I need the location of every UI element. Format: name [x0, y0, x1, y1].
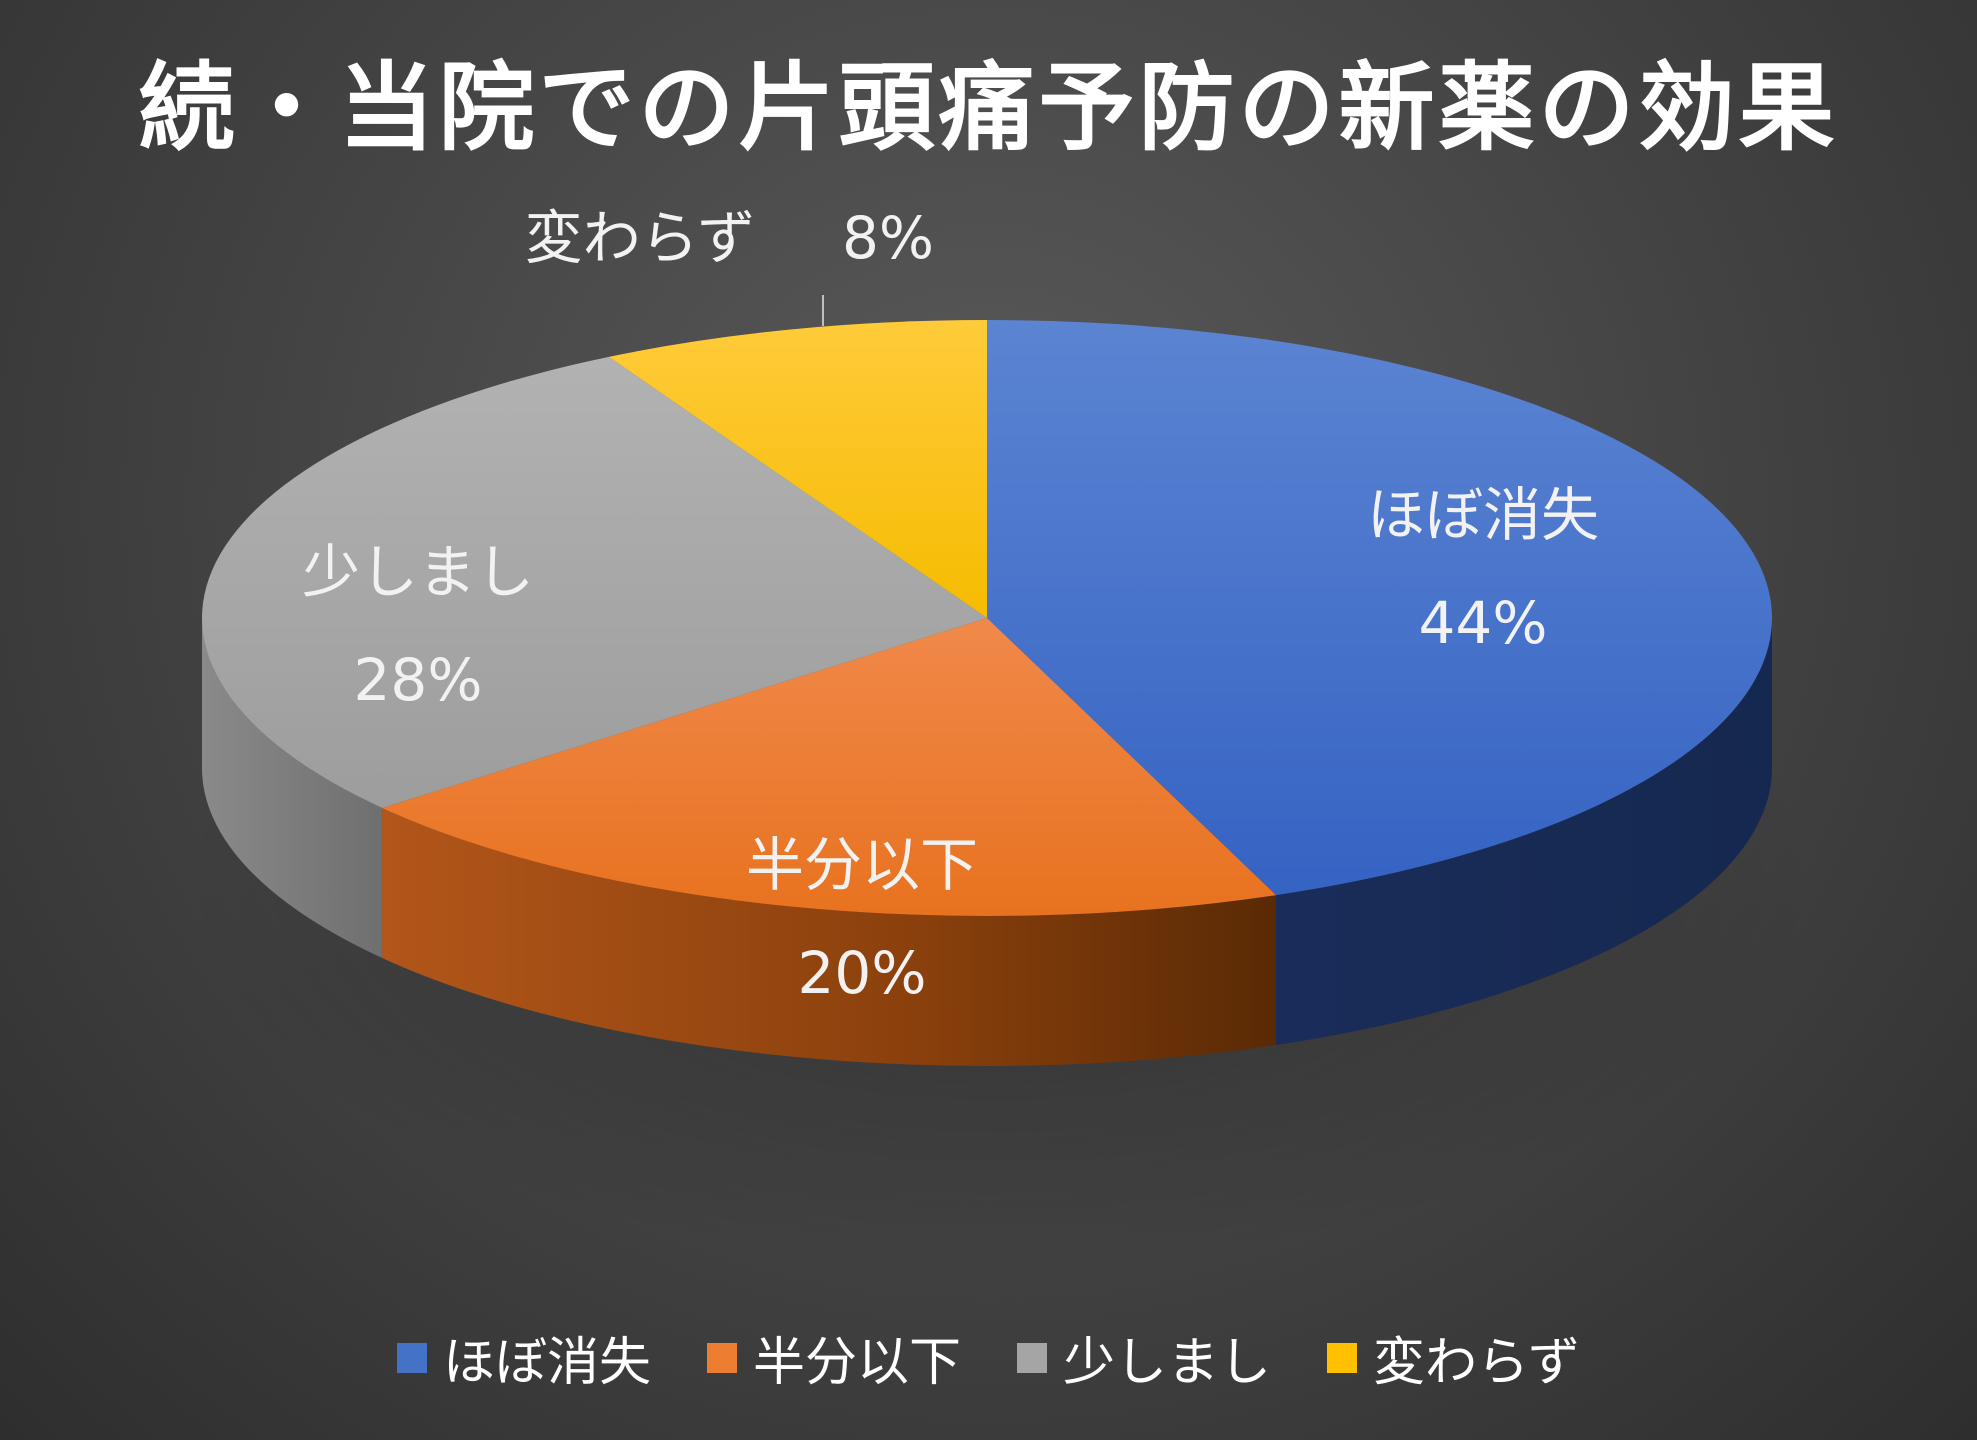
legend-label-sukoshi-mashi: 少しまし — [1063, 1333, 1272, 1393]
legend-swatch-hanbun-ika — [707, 1342, 737, 1373]
pie-side-hobo-shoshitsu — [1275, 618, 1772, 1046]
pie-slice-kawarazu — [608, 320, 987, 618]
data-label-name-hobo-shoshitsu: ほぼ消失 — [1367, 481, 1599, 549]
data-label-pct-sukoshi-mashi: 28% — [354, 646, 483, 714]
legend-item-hobo-shoshitsu: ほぼ消失 — [396, 1320, 651, 1395]
pie-side-layer — [202, 618, 1772, 1066]
pie-label-layer: ほぼ消失 44% 半分以下 20% 少しまし 28% 変わらず 8% — [302, 204, 1599, 1007]
legend-label-kawarazu: 変わらず — [1373, 1333, 1580, 1393]
pie-top-layer — [202, 320, 1772, 916]
data-label-pct-hobo-shoshitsu: 44% — [1419, 589, 1548, 657]
data-label-pct-hanbun-ika: 20% — [798, 939, 927, 1007]
legend-swatch-sukoshi-mashi — [1017, 1342, 1048, 1373]
data-label-name-sukoshi-mashi: 少しまし — [302, 538, 534, 606]
legend-label-hobo-shoshitsu: ほぼ消失 — [442, 1333, 651, 1393]
data-label-pct-kawarazu: 8% — [842, 204, 934, 272]
pie-slice-hanbun-ika — [382, 618, 1276, 916]
pie-side-sukoshi-mashi — [202, 618, 383, 958]
legend-swatch-hobo-shoshitsu — [396, 1342, 427, 1373]
legend-label-hanbun-ika: 半分以下 — [753, 1333, 962, 1393]
chart-legend: ほぼ消失 半分以下 少しまし 変わらず — [0, 1320, 1977, 1395]
data-label-name-hanbun-ika: 半分以下 — [746, 831, 978, 899]
chart-title: 続・当院での片頭痛予防の新薬の効果 — [138, 52, 1839, 164]
legend-item-kawarazu: 変わらず — [1327, 1320, 1580, 1395]
data-label-name-kawarazu: 変わらず — [525, 204, 756, 272]
pie-side-hanbun-ika — [382, 807, 1276, 1066]
legend-swatch-kawarazu — [1327, 1342, 1358, 1373]
pie-slice-hobo-shoshitsu — [987, 320, 1772, 896]
legend-item-hanbun-ika: 半分以下 — [707, 1320, 961, 1395]
pie-slice-sukoshi-mashi — [202, 356, 988, 808]
legend-item-sukoshi-mashi: 少しまし — [1017, 1320, 1271, 1395]
